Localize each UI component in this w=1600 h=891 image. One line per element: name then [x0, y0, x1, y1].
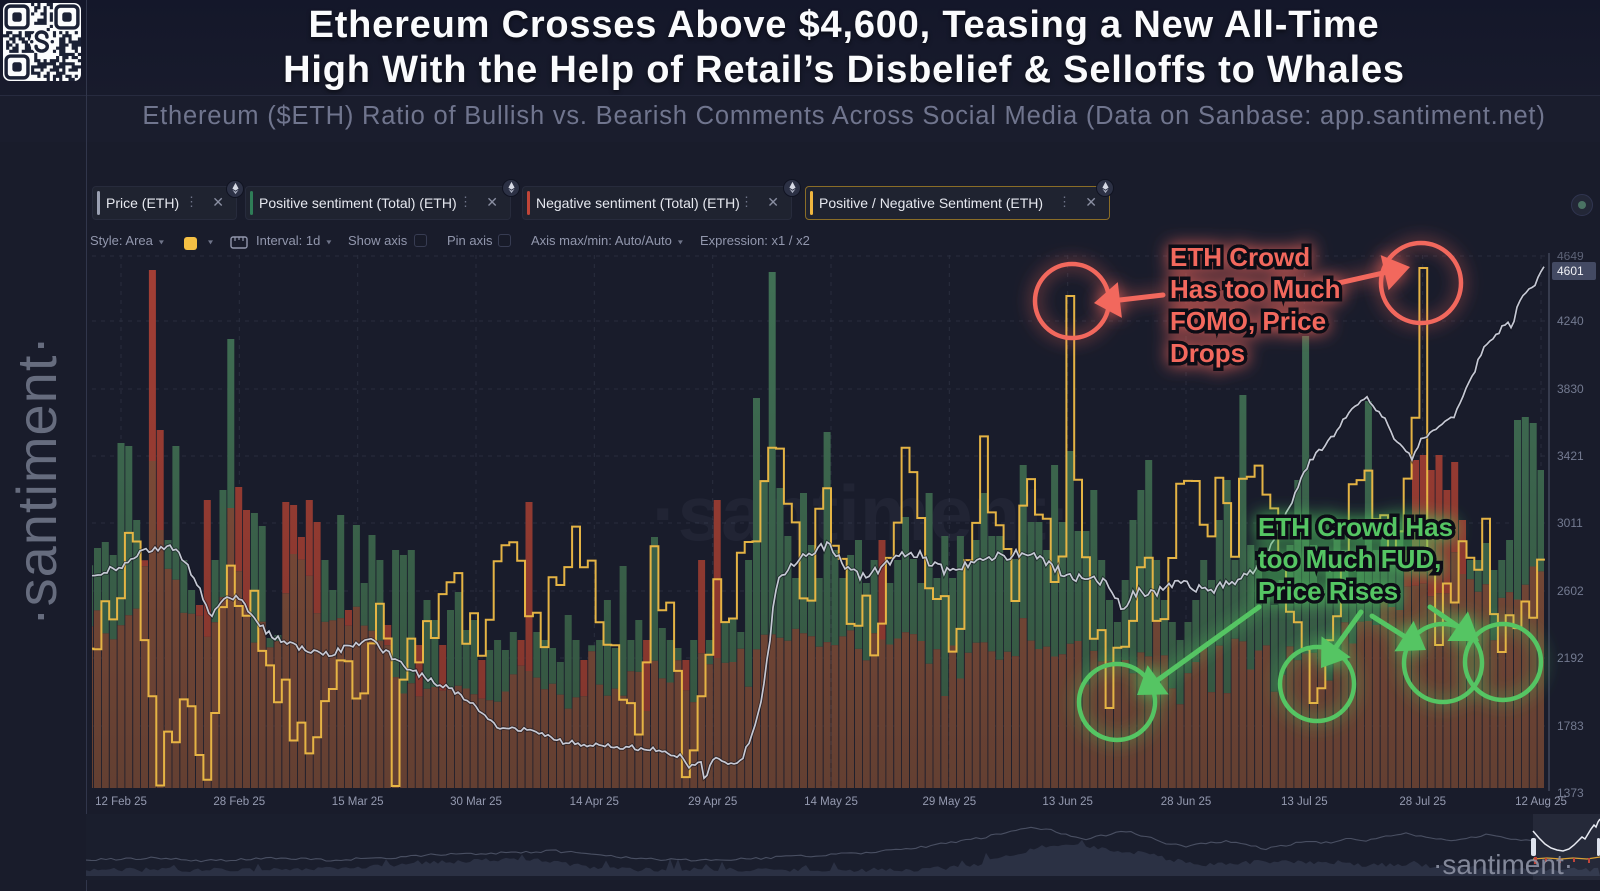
svg-text:4649: 4649 — [1557, 252, 1584, 263]
svg-text:1783: 1783 — [1557, 719, 1584, 733]
svg-text:3830: 3830 — [1557, 382, 1584, 396]
svg-text:3421: 3421 — [1557, 449, 1584, 463]
svg-text:2602: 2602 — [1557, 584, 1584, 598]
svg-text:4240: 4240 — [1557, 314, 1584, 328]
svg-text:3011: 3011 — [1557, 516, 1583, 530]
svg-text:2192: 2192 — [1557, 651, 1584, 665]
svg-text:1373: 1373 — [1557, 786, 1584, 800]
svg-text:4601: 4601 — [1557, 264, 1584, 278]
